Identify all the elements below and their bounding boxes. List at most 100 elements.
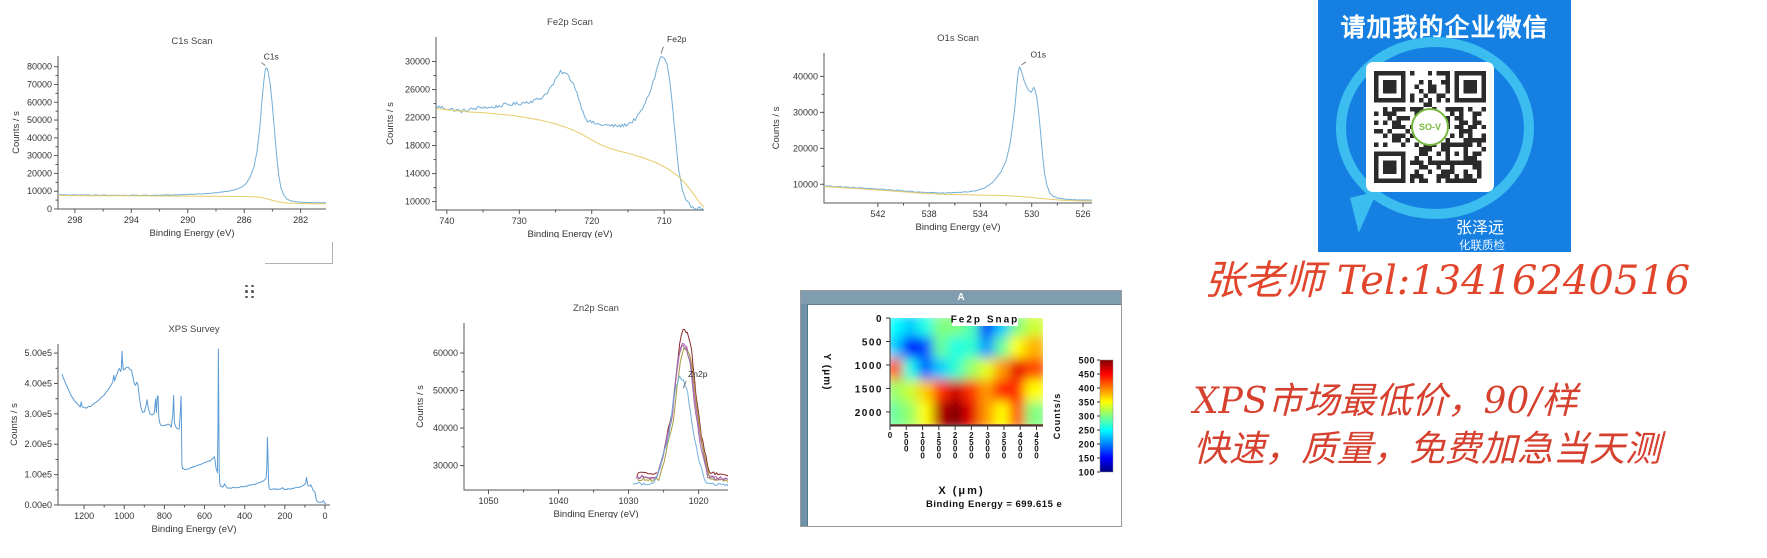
qr-code: SO-V <box>1366 62 1494 192</box>
svg-text:10000: 10000 <box>27 186 52 196</box>
svg-text:1500: 1500 <box>937 431 942 460</box>
svg-text:400: 400 <box>237 511 252 521</box>
svg-text:3000: 3000 <box>985 431 990 460</box>
svg-text:542: 542 <box>870 209 885 219</box>
svg-text:40000: 40000 <box>793 71 818 81</box>
svg-text:Binding Energy = 699.615 e: Binding Energy = 699.615 e <box>926 499 1062 510</box>
svg-text:1000: 1000 <box>114 511 134 521</box>
svg-text:X (μm): X (μm) <box>938 485 984 497</box>
svg-text:40000: 40000 <box>433 423 458 433</box>
svg-text:2000: 2000 <box>855 408 883 419</box>
svg-text:282: 282 <box>293 215 308 225</box>
svg-text:4.00e5: 4.00e5 <box>24 378 52 388</box>
svg-text:1200: 1200 <box>74 511 94 521</box>
svg-text:18000: 18000 <box>405 141 430 151</box>
chart-o1s-scan: 542 538 534 530 526 10000 20000 30000 40000 O1s S… <box>768 22 1102 234</box>
svg-text:30000: 30000 <box>433 461 458 471</box>
svg-text:250: 250 <box>1078 426 1095 436</box>
svg-text:1020: 1020 <box>689 496 709 506</box>
svg-text:740: 740 <box>439 216 454 226</box>
svg-text:1030: 1030 <box>619 496 639 506</box>
svg-text:60000: 60000 <box>433 348 458 358</box>
svg-text:Counts/s: Counts/s <box>1052 393 1062 440</box>
svg-text:4000: 4000 <box>1018 431 1023 460</box>
svg-text:730: 730 <box>512 216 527 226</box>
svg-text:Counts / s: Counts / s <box>771 106 782 149</box>
resize-guide-line <box>265 242 333 264</box>
qr-center-logo: SO-V <box>1411 108 1449 146</box>
svg-text:10000: 10000 <box>793 179 818 189</box>
svg-text:1050: 1050 <box>478 496 498 506</box>
heatmap-window-titlebar[interactable]: A <box>801 291 1121 305</box>
svg-text:0: 0 <box>888 431 893 440</box>
svg-text:50000: 50000 <box>433 386 458 396</box>
svg-text:30000: 30000 <box>793 107 818 117</box>
svg-text:Binding Energy (eV): Binding Energy (eV) <box>151 524 236 534</box>
drag-handle-icon[interactable] <box>243 283 256 300</box>
svg-text:290: 290 <box>180 215 195 225</box>
svg-text:3.00e5: 3.00e5 <box>24 409 52 419</box>
svg-text:Counts / s: Counts / s <box>9 403 20 446</box>
svg-text:500: 500 <box>1078 356 1095 366</box>
svg-text:70000: 70000 <box>27 79 52 89</box>
svg-text:30000: 30000 <box>27 151 52 161</box>
heatmap-window-left-strip <box>801 304 808 526</box>
heatmap-window-title: A <box>957 292 965 303</box>
wechat-contact-org: 化联质检 <box>1459 240 1505 252</box>
svg-text:Zn2p Scan: Zn2p Scan <box>573 303 619 314</box>
svg-text:2000: 2000 <box>953 431 958 460</box>
svg-text:Binding Energy (eV): Binding Energy (eV) <box>915 222 1000 233</box>
svg-text:Counts / s: Counts / s <box>415 385 426 428</box>
svg-text:Fe2p Scan: Fe2p Scan <box>547 17 593 28</box>
svg-text:C1s Scan: C1s Scan <box>171 36 212 47</box>
chart-fe2p-scan: 740 730 720 710 10000 14000 18000 22000 26000 300… <box>382 2 712 240</box>
svg-text:450: 450 <box>1078 370 1095 380</box>
svg-text:0.00e0: 0.00e0 <box>24 500 52 510</box>
svg-text:C1s: C1s <box>264 52 279 62</box>
svg-text:60000: 60000 <box>27 97 52 107</box>
svg-text:2.00e5: 2.00e5 <box>24 439 52 449</box>
chart-xps-survey: 1200 1000 800 600 400 200 0 0.00e0 1.00e5 2.00e5 3… <box>6 318 340 535</box>
svg-text:Fe2p: Fe2p <box>667 34 687 44</box>
svg-text:Fe2p Snap: Fe2p Snap <box>951 315 1020 326</box>
svg-text:350: 350 <box>1078 398 1095 408</box>
contact-phone-line: 张老师 Tel:13416240516 <box>1204 258 1691 304</box>
svg-text:0: 0 <box>322 511 327 521</box>
svg-text:710: 710 <box>657 216 672 226</box>
svg-text:538: 538 <box>922 209 937 219</box>
svg-text:40000: 40000 <box>27 133 52 143</box>
svg-text:500: 500 <box>904 431 909 454</box>
svg-text:Counts / s: Counts / s <box>385 102 396 145</box>
svg-text:526: 526 <box>1076 209 1091 219</box>
svg-text:400: 400 <box>1078 384 1095 394</box>
svg-text:O1s: O1s <box>1030 50 1046 60</box>
svg-text:534: 534 <box>973 209 988 219</box>
svg-text:300: 300 <box>1078 412 1095 422</box>
svg-text:600: 600 <box>197 511 212 521</box>
svg-text:298: 298 <box>67 215 82 225</box>
svg-text:1000: 1000 <box>855 361 883 372</box>
svg-text:1040: 1040 <box>549 496 569 506</box>
svg-text:5.00e5: 5.00e5 <box>24 348 52 358</box>
svg-text:30000: 30000 <box>405 57 430 67</box>
svg-text:1000: 1000 <box>920 431 925 460</box>
svg-text:100: 100 <box>1078 468 1095 478</box>
qr-logo-text: SO-V <box>1418 122 1441 132</box>
svg-text:0: 0 <box>47 204 52 214</box>
svg-text:200: 200 <box>1078 440 1095 450</box>
heatmap-window: A 0 500 1000 1500 2000 Y (μm) 0 5 0 0 1 0 0 0 1 5 0 0 2 0 0 0… <box>800 290 1122 527</box>
wechat-contact-name: 张泽远 <box>1456 220 1505 237</box>
svg-text:500: 500 <box>862 337 883 348</box>
svg-text:26000: 26000 <box>405 85 430 95</box>
svg-text:294: 294 <box>124 215 139 225</box>
svg-text:XPS Survey: XPS Survey <box>168 324 219 335</box>
wechat-card: 请加我的企业微信 SO-V 张泽远 化联质检 <box>1318 0 1571 252</box>
svg-text:20000: 20000 <box>27 168 52 178</box>
svg-text:Counts / s: Counts / s <box>11 111 22 154</box>
svg-text:Binding Energy (eV): Binding Energy (eV) <box>553 509 638 518</box>
svg-text:50000: 50000 <box>27 115 52 125</box>
svg-text:Y (μm): Y (μm) <box>821 354 832 391</box>
